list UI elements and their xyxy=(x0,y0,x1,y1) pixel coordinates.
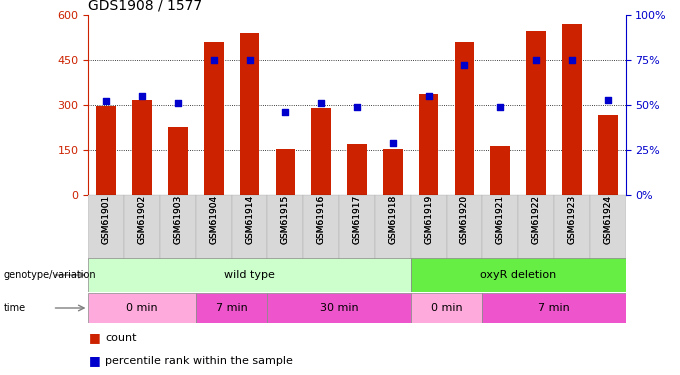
Text: genotype/variation: genotype/variation xyxy=(3,270,96,280)
Bar xyxy=(97,106,116,195)
Bar xyxy=(240,33,259,195)
Text: oxyR deletion: oxyR deletion xyxy=(480,270,556,280)
Bar xyxy=(347,144,367,195)
Bar xyxy=(411,195,447,260)
Point xyxy=(137,93,148,99)
Text: 7 min: 7 min xyxy=(538,303,570,313)
Text: 7 min: 7 min xyxy=(216,303,248,313)
Text: GSM61902: GSM61902 xyxy=(137,195,147,244)
Text: GSM61901: GSM61901 xyxy=(102,195,111,244)
Text: GSM61917: GSM61917 xyxy=(352,195,362,244)
Text: GSM61924: GSM61924 xyxy=(603,195,612,244)
Text: GSM61923: GSM61923 xyxy=(567,195,577,244)
Bar xyxy=(482,293,626,323)
Text: 0 min: 0 min xyxy=(430,303,462,313)
Bar xyxy=(383,148,403,195)
Bar xyxy=(490,146,510,195)
Text: GSM61922: GSM61922 xyxy=(532,195,541,244)
Text: GSM61914: GSM61914 xyxy=(245,195,254,244)
Point xyxy=(280,109,291,115)
Text: GSM61921: GSM61921 xyxy=(496,195,505,244)
Bar xyxy=(455,42,474,195)
Bar xyxy=(598,116,617,195)
Bar xyxy=(232,195,267,260)
Bar xyxy=(562,24,581,195)
Text: GSM61904: GSM61904 xyxy=(209,195,218,244)
Text: GDS1908 / 1577: GDS1908 / 1577 xyxy=(88,0,203,12)
Point xyxy=(602,97,613,103)
Text: GSM61915: GSM61915 xyxy=(281,195,290,244)
Bar xyxy=(311,108,331,195)
Text: GSM61920: GSM61920 xyxy=(460,195,469,244)
Text: ■: ■ xyxy=(88,332,100,345)
Bar xyxy=(590,195,626,260)
Text: GSM61919: GSM61919 xyxy=(424,195,433,244)
Bar xyxy=(554,195,590,260)
Bar xyxy=(196,195,232,260)
Text: GSM61922: GSM61922 xyxy=(532,195,541,244)
Point xyxy=(208,57,219,63)
Text: GSM61901: GSM61901 xyxy=(102,195,111,244)
Text: GSM61918: GSM61918 xyxy=(388,195,397,244)
Point xyxy=(423,93,434,99)
Point xyxy=(316,100,326,106)
Bar xyxy=(482,195,518,260)
Bar xyxy=(303,195,339,260)
Text: wild type: wild type xyxy=(224,270,275,280)
Bar xyxy=(88,293,196,323)
Text: GSM61920: GSM61920 xyxy=(460,195,469,244)
Text: percentile rank within the sample: percentile rank within the sample xyxy=(105,356,293,366)
Bar xyxy=(88,258,411,292)
Text: GSM61914: GSM61914 xyxy=(245,195,254,244)
Point xyxy=(388,140,398,146)
Point xyxy=(459,62,470,68)
Bar xyxy=(168,128,188,195)
Point xyxy=(495,104,506,110)
Bar xyxy=(419,94,439,195)
Bar xyxy=(275,148,295,195)
Text: time: time xyxy=(3,303,26,313)
Text: GSM61923: GSM61923 xyxy=(567,195,577,244)
Text: GSM61915: GSM61915 xyxy=(281,195,290,244)
Text: GSM61918: GSM61918 xyxy=(388,195,397,244)
Text: GSM61902: GSM61902 xyxy=(137,195,147,244)
Text: GSM61903: GSM61903 xyxy=(173,195,182,244)
Bar xyxy=(518,195,554,260)
Point xyxy=(244,57,255,63)
Point xyxy=(352,104,362,110)
Text: GSM61916: GSM61916 xyxy=(317,195,326,244)
Point xyxy=(530,57,541,63)
Bar xyxy=(124,195,160,260)
Text: GSM61916: GSM61916 xyxy=(317,195,326,244)
Text: GSM61919: GSM61919 xyxy=(424,195,433,244)
Bar xyxy=(411,258,626,292)
Bar xyxy=(411,293,482,323)
Bar xyxy=(160,195,196,260)
Text: GSM61917: GSM61917 xyxy=(352,195,362,244)
Text: 0 min: 0 min xyxy=(126,303,158,313)
Text: count: count xyxy=(105,333,137,343)
Bar xyxy=(204,42,224,195)
Text: 30 min: 30 min xyxy=(320,303,358,313)
Bar xyxy=(339,195,375,260)
Point xyxy=(566,57,577,63)
Point xyxy=(101,98,112,104)
Bar xyxy=(133,100,152,195)
Bar xyxy=(267,293,411,323)
Bar xyxy=(196,293,267,323)
Text: GSM61921: GSM61921 xyxy=(496,195,505,244)
Text: GSM61904: GSM61904 xyxy=(209,195,218,244)
Bar xyxy=(526,32,546,195)
Text: ■: ■ xyxy=(88,354,100,367)
Bar xyxy=(88,195,124,260)
Bar xyxy=(267,195,303,260)
Text: GSM61903: GSM61903 xyxy=(173,195,182,244)
Bar xyxy=(375,195,411,260)
Point xyxy=(173,100,184,106)
Bar xyxy=(447,195,482,260)
Text: GSM61924: GSM61924 xyxy=(603,195,612,244)
